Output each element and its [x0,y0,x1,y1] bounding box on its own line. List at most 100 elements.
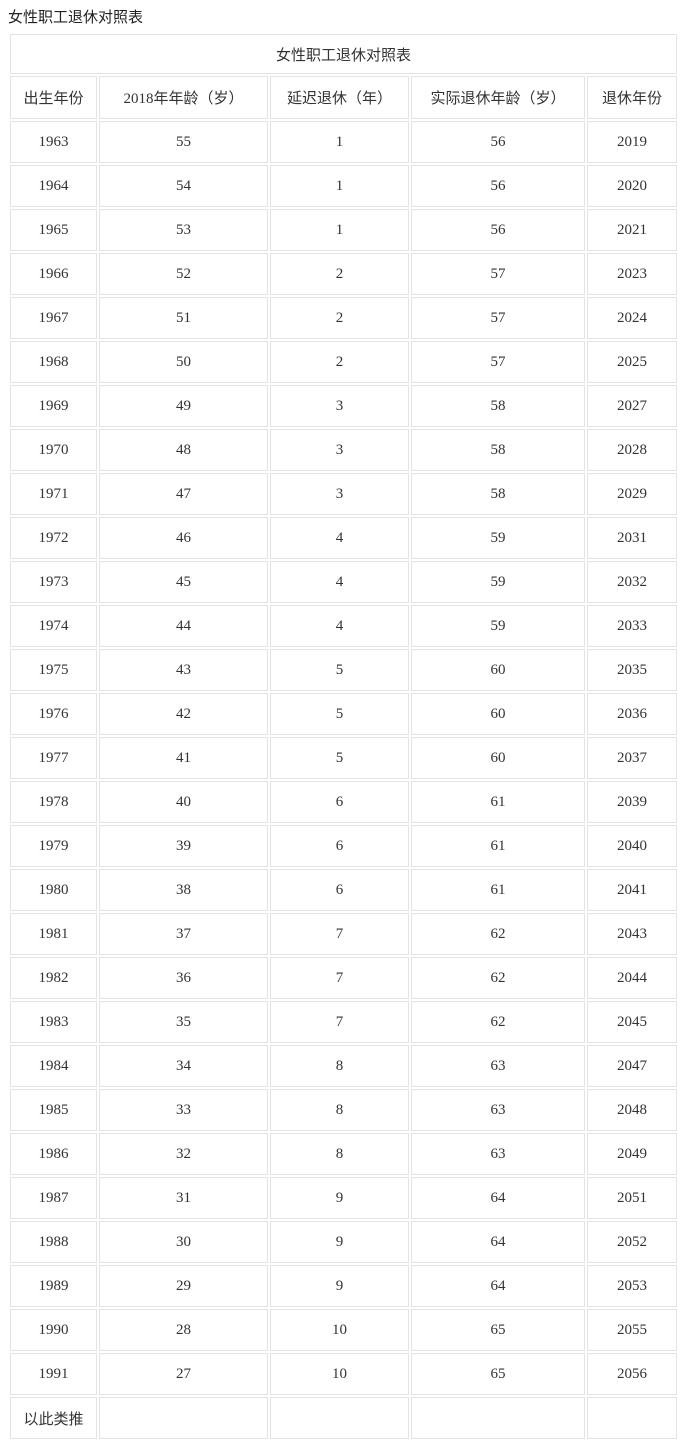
table-cell: 58 [411,385,585,427]
table-cell: 59 [411,517,585,559]
table-cell: 1982 [10,957,97,999]
table-cell: 43 [99,649,268,691]
table-cell: 63 [411,1089,585,1131]
table-cell: 59 [411,605,585,647]
table-cell: 46 [99,517,268,559]
table-cell: 1 [270,209,409,251]
table-cell: 28 [99,1309,268,1351]
table-cell: 2033 [587,605,678,647]
table-cell: 1963 [10,121,97,163]
table-cell: 29 [99,1265,268,1307]
column-header-5: 退休年份 [587,76,678,119]
table-row: 1985 33 8 63 2048 [10,1089,678,1131]
table-cell: 7 [270,1001,409,1043]
table-cell: 63 [411,1133,585,1175]
table-cell: 1983 [10,1001,97,1043]
retirement-table-body: 女性职工退休对照表 出生年份 2018年年龄（岁） 延迟退休（年） 实际退休年龄（岁）退… [10,34,678,1439]
table-cell: 48 [99,429,268,471]
table-row: 1975 43 5 60 2035 [10,649,678,691]
table-cell: 44 [99,605,268,647]
table-cell: 2039 [587,781,678,823]
column-header-1: 出生年份 [10,76,97,119]
table-cell: 2028 [587,429,678,471]
table-row: 1973 45 4 59 2032 [10,561,678,603]
table-cell: 2019 [587,121,678,163]
table-row: 1991 27 10 65 2056 [10,1353,678,1395]
table-cell [270,1397,409,1439]
table-cell: 56 [411,121,585,163]
table-cell: 45 [99,561,268,603]
table-cell: 56 [411,165,585,207]
table-cell: 2043 [587,913,678,955]
table-cell: 61 [411,869,585,911]
table-cell: 2053 [587,1265,678,1307]
table-cell: 1977 [10,737,97,779]
table-cell: 1968 [10,341,97,383]
table-cell: 1984 [10,1045,97,1087]
column-header-3: 延迟退休（年） [270,76,409,119]
table-cell: 1970 [10,429,97,471]
table-cell: 2041 [587,869,678,911]
table-cell: 47 [99,473,268,515]
table-cell: 1971 [10,473,97,515]
table-cell: 2055 [587,1309,678,1351]
table-row: 1982 36 7 62 2044 [10,957,678,999]
table-row: 1977 41 5 60 2037 [10,737,678,779]
table-cell: 34 [99,1045,268,1087]
table-row: 1986 32 8 63 2049 [10,1133,678,1175]
table-cell: 2020 [587,165,678,207]
table-cell: 1979 [10,825,97,867]
table-cell: 65 [411,1309,585,1351]
table-row: 1978 40 6 61 2039 [10,781,678,823]
table-row: 以此类推 [10,1397,678,1439]
table-cell: 53 [99,209,268,251]
table-cell: 36 [99,957,268,999]
table-row: 1984 34 8 63 2047 [10,1045,678,1087]
table-cell: 8 [270,1089,409,1131]
table-cell: 2036 [587,693,678,735]
table-cell: 2025 [587,341,678,383]
table-row: 1966 52 2 57 2023 [10,253,678,295]
table-cell: 50 [99,341,268,383]
table-cell [587,1397,678,1439]
table-cell: 58 [411,429,585,471]
page-title: 女性职工退休对照表 [8,10,144,26]
table-cell: 31 [99,1177,268,1219]
table-cell: 33 [99,1089,268,1131]
table-row: 1963 55 1 56 2019 [10,121,678,163]
table-cell: 2029 [587,473,678,515]
table-cell: 2024 [587,297,678,339]
table-cell: 4 [270,517,409,559]
table-cell: 5 [270,649,409,691]
table-cell: 1973 [10,561,97,603]
table-cell: 3 [270,473,409,515]
table-row: 1968 50 2 57 2025 [10,341,678,383]
table-cell: 以此类推 [10,1397,97,1439]
table-row: 1965 53 1 56 2021 [10,209,678,251]
table-cell: 1981 [10,913,97,955]
table-cell: 64 [411,1221,585,1263]
table-cell: 42 [99,693,268,735]
table-cell: 7 [270,913,409,955]
retirement-table: 女性职工退休对照表 出生年份 2018年年龄（岁） 延迟退休（年） 实际退休年龄（岁）退… [8,32,679,1441]
table-cell: 2051 [587,1177,678,1219]
table-cell: 5 [270,737,409,779]
table-row: 1967 51 2 57 2024 [10,297,678,339]
table-cell: 2037 [587,737,678,779]
table-cell: 1974 [10,605,97,647]
table-cell: 64 [411,1177,585,1219]
table-cell: 2035 [587,649,678,691]
table-cell: 1976 [10,693,97,735]
table-row: 1969 49 3 58 2027 [10,385,678,427]
table-cell: 63 [411,1045,585,1087]
table-cell: 10 [270,1309,409,1351]
table-cell: 1 [270,165,409,207]
table-cell: 55 [99,121,268,163]
table-cell [99,1397,268,1439]
table-cell: 2047 [587,1045,678,1087]
table-cell: 8 [270,1133,409,1175]
table-cell: 7 [270,957,409,999]
table-cell: 62 [411,913,585,955]
table-row: 1971 47 3 58 2029 [10,473,678,515]
table-cell: 9 [270,1221,409,1263]
